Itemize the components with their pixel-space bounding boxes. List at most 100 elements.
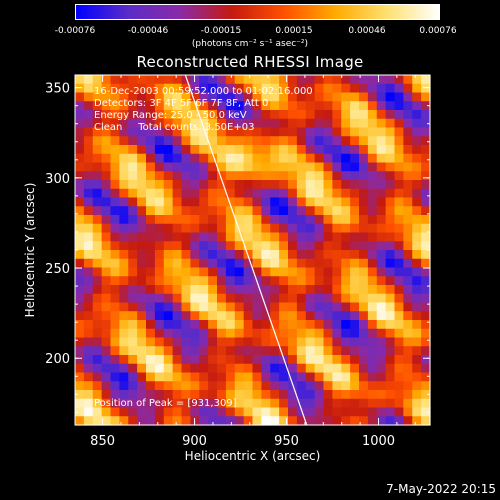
heatmap-cell	[252, 206, 262, 216]
heatmap-cell	[332, 293, 342, 304]
heatmap-cell	[421, 118, 431, 129]
heatmap-cell	[279, 83, 289, 94]
heatmap-cell	[341, 241, 351, 251]
heatmap-cell	[270, 337, 280, 347]
heatmap-cell	[83, 320, 94, 330]
heatmap-cell	[350, 258, 360, 269]
heatmap-cell	[367, 145, 378, 155]
heatmap-cell	[83, 311, 94, 321]
heatmap-cell	[350, 180, 360, 190]
heatmap-cell	[376, 223, 387, 234]
heatmap-cell	[421, 171, 431, 181]
heatmap-cell	[181, 398, 191, 409]
heatmap-cell	[172, 127, 183, 137]
heatmap-cell	[252, 188, 262, 199]
heatmap-cell	[314, 136, 325, 146]
heatmap-cell	[296, 407, 307, 417]
heatmap-cell	[75, 302, 85, 312]
heatmap-cell	[323, 416, 333, 426]
heatmap-cell	[261, 145, 271, 155]
heatmap-cell	[163, 153, 174, 164]
heatmap-cell	[288, 267, 298, 277]
heatmap-cell	[217, 311, 227, 321]
heatmap-cell	[190, 416, 200, 426]
heatmap-cell	[332, 390, 342, 400]
heatmap-cell	[412, 223, 422, 234]
heatmap-cell	[217, 241, 227, 251]
heatmap-cell	[376, 372, 387, 382]
heatmap-cell	[75, 110, 85, 120]
heatmap-cell	[128, 320, 138, 330]
heatmap-cell	[421, 320, 431, 330]
heatmap-cell	[217, 293, 227, 304]
heatmap-cell	[154, 285, 165, 295]
heatmap-cell	[234, 250, 245, 260]
heatmap-cell	[385, 180, 396, 190]
heatmap-cell	[75, 180, 85, 190]
heatmap-cell	[225, 293, 236, 304]
heatmap-cell	[243, 83, 254, 94]
heatmap-cell	[332, 197, 342, 207]
heatmap-cell	[341, 215, 351, 225]
heatmap-cell	[421, 372, 431, 382]
heatmap-cell	[128, 311, 138, 321]
heatmap-cell	[323, 320, 333, 330]
heatmap-cell	[137, 232, 147, 242]
heatmap-cell	[359, 188, 369, 199]
heatmap-cell	[101, 416, 112, 426]
heatmap-cell	[181, 197, 191, 207]
heatmap-cell	[172, 276, 183, 286]
y-tick-label: 200	[45, 352, 70, 367]
heatmap-cell	[288, 363, 298, 374]
heatmap-cell	[217, 215, 227, 225]
heatmap-cell	[217, 320, 227, 330]
heatmap-cell	[279, 372, 289, 382]
heatmap-cell	[270, 171, 280, 181]
heatmap-cell	[181, 206, 191, 216]
heatmap-cell	[225, 206, 236, 216]
heatmap-cell	[75, 101, 85, 111]
heatmap-cell	[270, 127, 280, 137]
heatmap-cell	[367, 171, 378, 181]
heatmap-cell	[225, 363, 236, 374]
heatmap-cell	[225, 390, 236, 400]
heatmap-cell	[101, 83, 112, 94]
heatmap-cell	[421, 180, 431, 190]
heatmap-cell	[288, 407, 298, 417]
heatmap-cell	[288, 258, 298, 269]
heatmap-cell	[252, 372, 262, 382]
heatmap-cell	[367, 416, 378, 426]
heatmap-cell	[403, 355, 413, 365]
heatmap-cell	[403, 197, 413, 207]
heatmap-cell	[75, 223, 85, 234]
heatmap-cell	[128, 250, 138, 260]
heatmap-cell	[359, 311, 369, 321]
heatmap-cell	[403, 118, 413, 129]
heatmap-cell	[163, 180, 174, 190]
heatmap-cell	[394, 171, 404, 181]
heatmap-cell	[217, 188, 227, 199]
heatmap-cell	[208, 197, 218, 207]
heatmap-cell	[75, 197, 85, 207]
heatmap-cell	[234, 171, 245, 181]
heatmap-cell	[279, 153, 289, 164]
heatmap-cell	[110, 241, 120, 251]
heatmap-cell	[288, 285, 298, 295]
heatmap-cell	[296, 188, 307, 199]
heatmap-cell	[341, 355, 351, 365]
heatmap-cell	[359, 276, 369, 286]
heatmap-cell	[92, 145, 103, 155]
heatmap-cell	[341, 110, 351, 120]
heatmap-cell	[350, 153, 360, 164]
heatmap-cell	[376, 390, 387, 400]
heatmap-cell	[367, 250, 378, 260]
heatmap-cell	[163, 398, 174, 409]
heatmap-cell	[128, 285, 138, 295]
heatmap-cell	[376, 267, 387, 277]
heatmap-cell	[172, 75, 183, 85]
heatmap-cell	[376, 355, 387, 365]
heatmap-cell	[412, 83, 422, 94]
heatmap-cell	[359, 250, 369, 260]
heatmap-cell	[128, 92, 138, 102]
heatmap-cell	[385, 276, 396, 286]
